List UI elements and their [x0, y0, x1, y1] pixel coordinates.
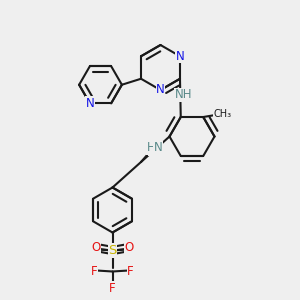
Text: F: F	[127, 265, 134, 278]
Text: NH: NH	[175, 88, 192, 101]
Text: N: N	[176, 50, 184, 63]
Text: CH₃: CH₃	[214, 109, 232, 119]
Text: O: O	[124, 241, 134, 254]
Text: S: S	[108, 244, 117, 257]
Text: H: H	[146, 141, 155, 154]
Text: O: O	[148, 142, 158, 155]
Text: O: O	[92, 241, 100, 254]
Text: N: N	[85, 97, 94, 110]
Text: N: N	[154, 141, 163, 154]
Text: F: F	[109, 281, 116, 295]
Text: F: F	[91, 265, 98, 278]
Text: N: N	[156, 83, 165, 97]
